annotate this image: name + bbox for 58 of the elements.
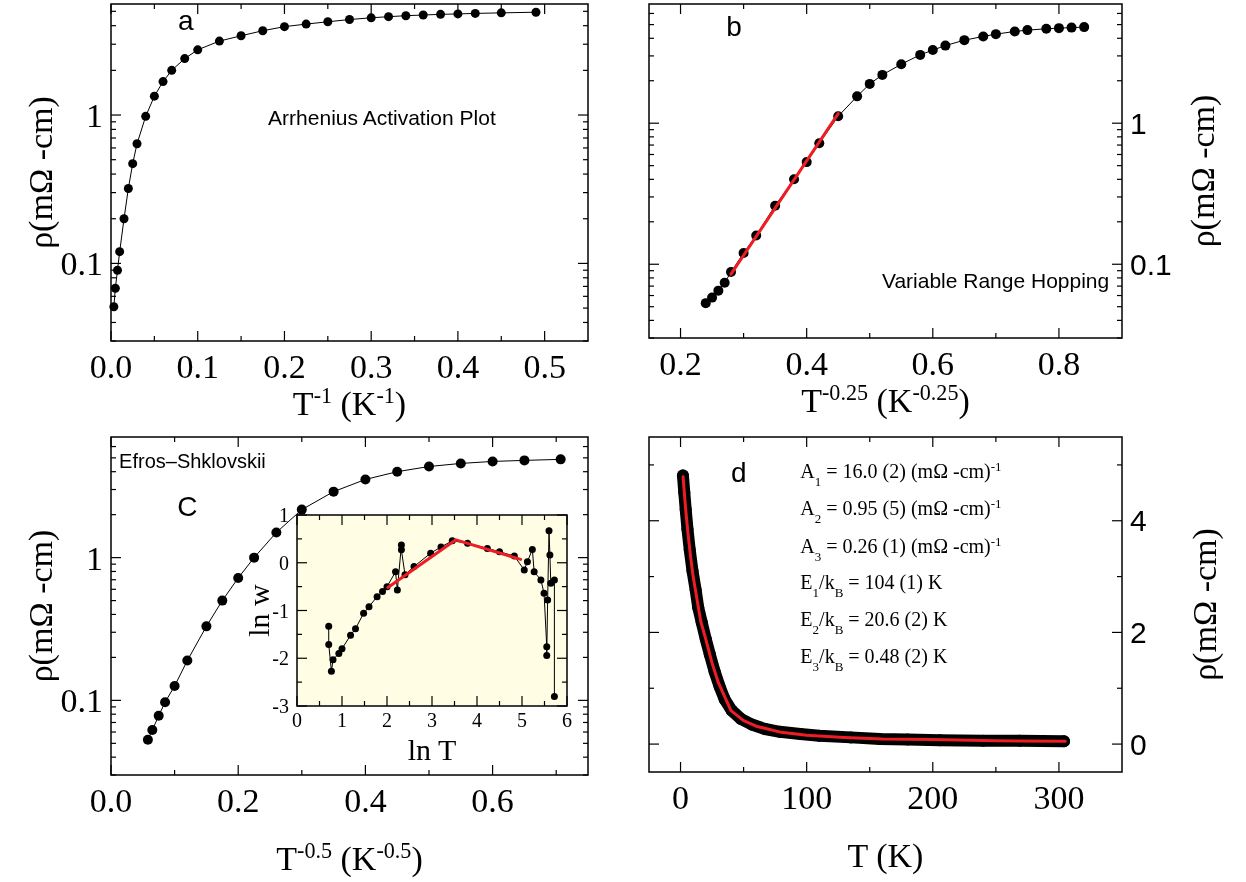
y-axis-title: ρ(mΩ -cm) [21, 96, 60, 249]
x-tick-label: 0.0 [89, 348, 133, 385]
x-tick-label: 0.2 [216, 782, 260, 819]
annotation: Arrhenius Activation Plot [268, 106, 496, 130]
x-tick-label: 100 [781, 779, 833, 816]
y-tick-label: -1 [272, 599, 289, 622]
x-axis-title: T$^{-1}$ (K$^{-1}$) [292, 382, 407, 423]
x-tick-label: 0.6 [911, 345, 955, 382]
annotation: Variable Range Hopping [881, 268, 1110, 292]
x-tick-label: 0.5 [523, 348, 566, 385]
x-tick-label: 200 [907, 779, 959, 816]
x-tick-label: 0.1 [176, 348, 219, 385]
y2-axis-title: ρ(mΩ -cm) [1185, 528, 1224, 681]
x-tick-label: 6 [562, 709, 572, 731]
y2-axis-title: ρ(mΩ -cm) [1183, 94, 1222, 248]
x-tick-label: 0.2 [263, 348, 306, 385]
annotation: E$_{3}$/k$_{B}$ = 0.48 (2) K [800, 645, 948, 674]
y-tick-label: 1 [279, 504, 289, 526]
annotation: C [177, 491, 198, 523]
annotation: A$_{1}$ = 16.0 (2) (mΩ -cm)$^{-1}$ [800, 458, 1002, 489]
x-tick-label: 1 [337, 709, 347, 731]
x-tick-label: 4 [472, 709, 482, 731]
x-tick-label: 300 [1033, 779, 1085, 816]
y-tick-label: 0.1 [60, 245, 103, 283]
y2-tick-label: 0.1 [1130, 247, 1172, 281]
y-tick-label: 1 [86, 96, 103, 134]
x-tick-label: 3 [427, 709, 437, 731]
x-axis-title: T$^{-0.5}$ (K$^{-0.5}$) [276, 837, 423, 878]
y2-tick-label: 2 [1130, 615, 1147, 649]
x-tick-label: 5 [517, 709, 527, 731]
y2-tick-label: 4 [1130, 504, 1147, 538]
annotation: d [731, 456, 747, 488]
annotation: a [178, 4, 195, 36]
x-tick-label: 0.4 [344, 782, 387, 819]
annotation: E$_{2}$/k$_{B}$ = 20.6 (2) K [800, 608, 948, 637]
x-tick-label: 0 [672, 779, 690, 816]
x-tick-label: 0.8 [1037, 345, 1081, 382]
x-axis-title: T$^{-0.25}$ (K$^{-0.25}$) [801, 379, 970, 420]
x-tick-label: 0.4 [785, 345, 828, 382]
y-tick-label: 0 [279, 551, 289, 574]
y-tick-label: 1 [86, 539, 103, 577]
x-axis-title: T (K) [847, 837, 924, 875]
x-tick-label: 0.3 [349, 348, 393, 385]
x-axis-title: ln T [407, 733, 457, 766]
annotation: E$_{1}$/k$_{B}$ = 104 (1) K [800, 570, 943, 600]
x-tick-label: 0.0 [89, 782, 133, 819]
y2-tick-label: 1 [1130, 106, 1147, 140]
annotation: A$_{2}$ = 0.95 (5) (mΩ -cm)$^{-1}$ [800, 495, 1002, 526]
y-axis-title: ρ(mΩ -cm) [21, 529, 60, 683]
annotation: Efros–Shklovskii [119, 450, 266, 473]
x-tick-label: 2 [382, 709, 392, 731]
y-tick-label: -3 [272, 695, 289, 717]
annotation: A$_{3}$ = 0.26 (1) (mΩ -cm)$^{-1}$ [800, 533, 1002, 564]
annotation: b [726, 10, 742, 42]
y-tick-label: -2 [272, 647, 289, 670]
x-tick-label: 0.2 [659, 345, 702, 382]
x-tick-label: 0.4 [436, 348, 480, 385]
x-tick-label: 0.6 [471, 782, 514, 819]
